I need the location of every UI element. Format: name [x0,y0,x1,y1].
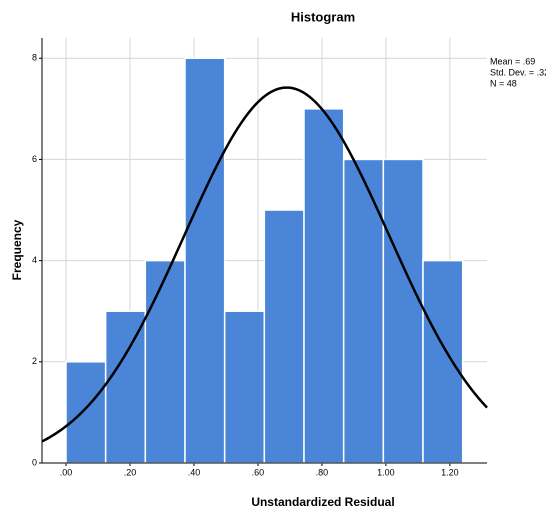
stat-n: N = 48 [490,78,517,88]
stat-std-dev: Std. Dev. = .32 [490,67,546,77]
x-tick-label: 1.20 [441,467,459,477]
bar [303,108,345,464]
bar [263,209,305,464]
x-tick-label: .20 [124,467,137,477]
stat-mean: Mean = .69 [490,56,535,66]
x-tick-label: .80 [316,467,329,477]
bar [342,158,385,464]
bar [223,310,266,464]
x-tick-label: 1.00 [377,467,395,477]
bar [422,259,464,464]
y-tick-label: 8 [32,53,37,63]
x-axis-label: Unstandardized Residual [251,495,394,509]
y-axis-label: Frequency [10,219,24,280]
y-tick-label: 0 [32,457,37,467]
normal-curve [41,86,488,443]
bar [382,158,424,464]
x-tick-label: .60 [252,467,265,477]
bar [144,259,186,464]
y-tick-label: 6 [32,154,37,164]
y-tick-label: 2 [32,356,37,366]
x-tick-label: .40 [188,467,201,477]
bar [184,57,226,464]
y-tick-label: 4 [32,255,37,265]
x-tick-label: .00 [60,467,73,477]
chart-title: Histogram [291,9,355,24]
bar [65,361,107,464]
bar [104,310,147,464]
